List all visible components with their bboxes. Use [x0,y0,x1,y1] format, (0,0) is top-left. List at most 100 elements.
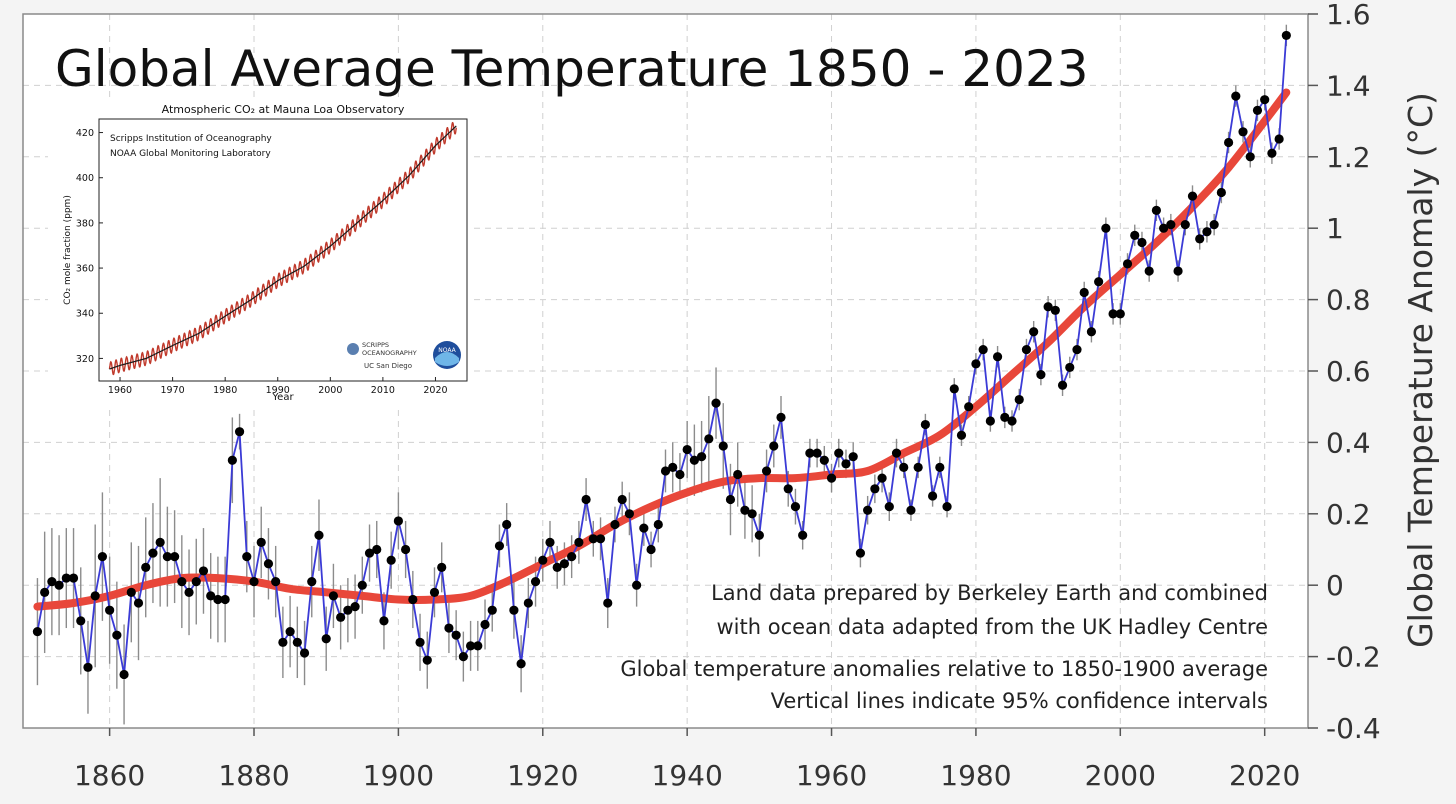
inset-credit-noaa: NOAA Global Monitoring Laboratory [110,149,271,159]
data-point [198,566,209,576]
data-point [1223,137,1234,148]
series-line [36,35,1288,675]
data-point [1029,327,1039,337]
data-point [227,455,237,465]
data-point [761,466,772,476]
data-point [415,637,425,647]
data-point [1209,220,1219,230]
noaa-logo-text: NOAA [438,347,456,354]
data-point [711,398,721,408]
data-point [891,448,902,458]
y-tick-label: -0.4 [1326,712,1381,745]
inset-x-tick-label: 1990 [266,385,290,396]
data-point [1195,234,1205,244]
data-point [603,598,613,608]
data-point [278,637,288,647]
inset-x-tick-label: 2020 [423,385,447,396]
data-point [83,662,93,672]
annotation-line-2: with ocean data adapted from the UK Hadl… [717,615,1269,639]
data-point [545,537,555,547]
data-point [206,591,216,601]
data-point [1187,191,1198,201]
y-tick-label: 0.4 [1326,426,1371,459]
data-point [97,552,108,562]
annotation-line-3: Global temperature anomalies relative to… [620,657,1268,681]
data-point [884,502,894,512]
x-tick-label: 1940 [652,759,723,792]
data-point [1166,220,1176,230]
data-point [834,448,844,458]
data-point [90,591,100,601]
data-point [234,427,245,437]
data-point [1101,223,1111,233]
data-point [480,619,490,630]
data-point [1231,91,1241,101]
data-point [141,562,151,572]
data-point [639,523,649,533]
data-point [653,519,663,530]
data-point [1072,344,1082,355]
data-point [133,598,144,608]
inset-title: Atmospheric CO₂ at Mauna Loa Observatory [162,103,405,116]
data-point [863,505,873,515]
noaa-logo: NOAA [433,341,461,369]
data-point [826,473,837,483]
data-point [769,441,779,451]
data-point [523,598,533,608]
inset-x-tick-label: 2010 [371,385,395,396]
data-point [1267,148,1277,158]
data-point [805,448,815,458]
data-point [668,462,678,472]
data-point [617,494,627,505]
data-point [1202,227,1212,237]
data-point [906,505,916,515]
data-point [632,580,642,590]
data-point [956,430,967,440]
data-point [162,552,172,562]
inset-y-tick-label: 380 [76,218,94,229]
x-tick-label: 1980 [940,759,1011,792]
data-point [1108,309,1118,319]
inset-y-tick-label: 320 [76,354,94,365]
data-point [1086,327,1097,337]
data-point [920,419,930,430]
data-point [1007,416,1017,426]
inset-y-axis: 320 340 360 380 400 420 [76,128,103,365]
data-point [740,505,750,515]
data-point [646,544,656,555]
y-tick-label: 0.8 [1326,284,1371,317]
inset-x-label: Year [271,392,294,403]
y-tick-label: 1.6 [1326,0,1371,31]
data-point [733,469,743,480]
data-point [595,534,606,544]
data-point [848,452,858,462]
data-point [1260,95,1270,105]
scripps-seal-icon [347,343,359,355]
data-point [870,484,880,494]
data-point [292,637,302,647]
data-point [105,605,115,615]
data-point [148,548,158,558]
annotation-line-4: Vertical lines indicate 95% confidence i… [771,689,1268,713]
x-tick-label: 1900 [363,759,434,792]
inset-x-tick-label: 1970 [161,385,185,396]
data-point [1245,152,1255,162]
x-tick-label: 1960 [796,759,867,792]
y-tick-label: 0.2 [1326,498,1371,531]
data-point [567,552,577,562]
data-point [364,548,375,558]
data-point [1159,223,1169,233]
data-point [1014,394,1024,405]
ucsd-logo-text: UC San Diego [364,362,412,370]
data-point [899,462,909,472]
data-point [126,587,136,597]
data-point [494,541,505,551]
data-point [942,502,952,512]
data-point [379,616,389,626]
co2-trend-line [109,125,457,370]
data-point [47,577,57,587]
data-point [437,562,447,572]
data-point [992,352,1003,362]
data-point [155,537,165,547]
